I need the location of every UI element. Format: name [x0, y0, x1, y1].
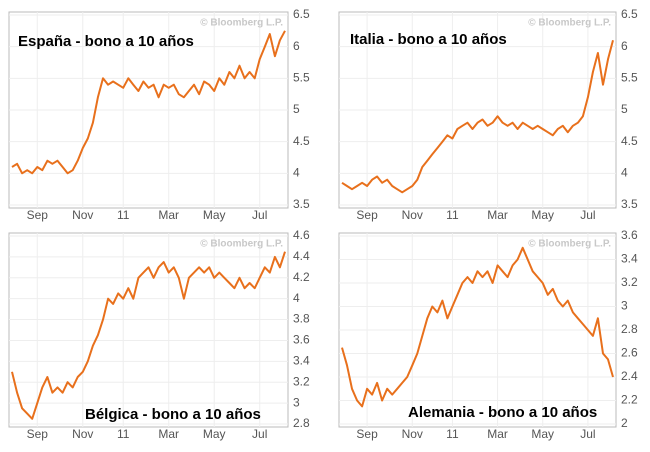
line — [341, 40, 614, 194]
y-tick-label: 2.8 — [293, 416, 310, 430]
x-tick-label: Nov — [72, 208, 93, 222]
y-tick-label: 5.5 — [293, 71, 310, 85]
x-tick-label: Mar — [487, 427, 508, 441]
y-tick-label: 2.8 — [621, 322, 638, 336]
chart-title: Alemania - bono a 10 años — [408, 404, 597, 421]
y-tick-label: 5 — [293, 102, 300, 116]
y-tick-label: 3 — [293, 395, 300, 409]
y-tick-label: 4.5 — [621, 134, 638, 148]
x-tick-label: Jul — [252, 427, 267, 441]
x-tick-label: Jul — [580, 427, 595, 441]
y-tick-label: 3.5 — [621, 197, 638, 211]
y-tick-label: 4 — [293, 291, 300, 305]
y-tick-label: 3 — [621, 299, 628, 313]
y-tick-label: 6.5 — [621, 7, 638, 21]
y-tick-label: 3.6 — [293, 333, 310, 347]
y-tick-label: 3.4 — [293, 354, 310, 368]
x-tick-label: 11 — [446, 427, 459, 441]
x-tick-label: Sep — [356, 427, 378, 441]
x-tick-label: May — [203, 208, 226, 222]
source-note: © Bloomberg L.P. — [200, 239, 283, 250]
x-tick-label: Mar — [158, 427, 179, 441]
chart-title: España - bono a 10 años — [18, 33, 194, 50]
x-tick-label: Mar — [158, 208, 179, 222]
line — [341, 246, 614, 408]
chart-title: Italia - bono a 10 años — [350, 31, 507, 48]
source-note: © Bloomberg L.P. — [528, 239, 611, 250]
x-tick-label: Sep — [356, 208, 378, 222]
y-tick-label: 6 — [621, 39, 628, 53]
y-tick-label: 4 — [621, 166, 628, 180]
source-note: © Bloomberg L.P. — [200, 18, 283, 29]
x-tick-label: 11 — [117, 208, 130, 222]
line — [11, 251, 286, 420]
y-tick-label: 6.5 — [293, 7, 310, 21]
x-tick-label: Sep — [27, 208, 49, 222]
x-tick-label: 11 — [446, 208, 459, 222]
y-tick-label: 3.4 — [621, 252, 638, 266]
y-tick-label: 3.2 — [621, 275, 638, 289]
y-tick-label: 4.6 — [293, 228, 310, 242]
y-tick-label: 3.2 — [293, 374, 310, 388]
y-tick-label: 2.2 — [621, 393, 638, 407]
x-tick-label: Nov — [402, 208, 423, 222]
plot-frame — [8, 232, 289, 428]
y-tick-label: 4.5 — [293, 134, 310, 148]
x-tick-label: Mar — [487, 208, 508, 222]
y-tick-label: 5 — [621, 102, 628, 116]
x-tick-label: May — [203, 427, 226, 441]
y-tick-label: 2 — [621, 416, 628, 430]
source-note: © Bloomberg L.P. — [528, 18, 611, 29]
x-tick-label: 11 — [117, 427, 130, 441]
y-tick-label: 3.5 — [293, 197, 310, 211]
y-tick-label: 5.5 — [621, 71, 638, 85]
x-tick-label: Nov — [72, 427, 93, 441]
line — [11, 30, 286, 175]
x-tick-label: May — [531, 427, 554, 441]
y-tick-label: 2.4 — [621, 369, 638, 383]
chart-title: Bélgica - bono a 10 años — [85, 406, 261, 423]
y-tick-label: 6 — [293, 39, 300, 53]
y-tick-label: 4.2 — [293, 270, 310, 284]
y-tick-label: 3.8 — [293, 312, 310, 326]
x-tick-label: Nov — [402, 427, 423, 441]
y-tick-label: 4.4 — [293, 249, 310, 263]
x-tick-label: May — [531, 208, 554, 222]
x-tick-label: Jul — [580, 208, 595, 222]
x-tick-label: Sep — [27, 427, 49, 441]
y-tick-label: 3.6 — [621, 228, 638, 242]
y-tick-label: 4 — [293, 166, 300, 180]
x-tick-label: Jul — [252, 208, 267, 222]
y-tick-label: 2.6 — [621, 346, 638, 360]
